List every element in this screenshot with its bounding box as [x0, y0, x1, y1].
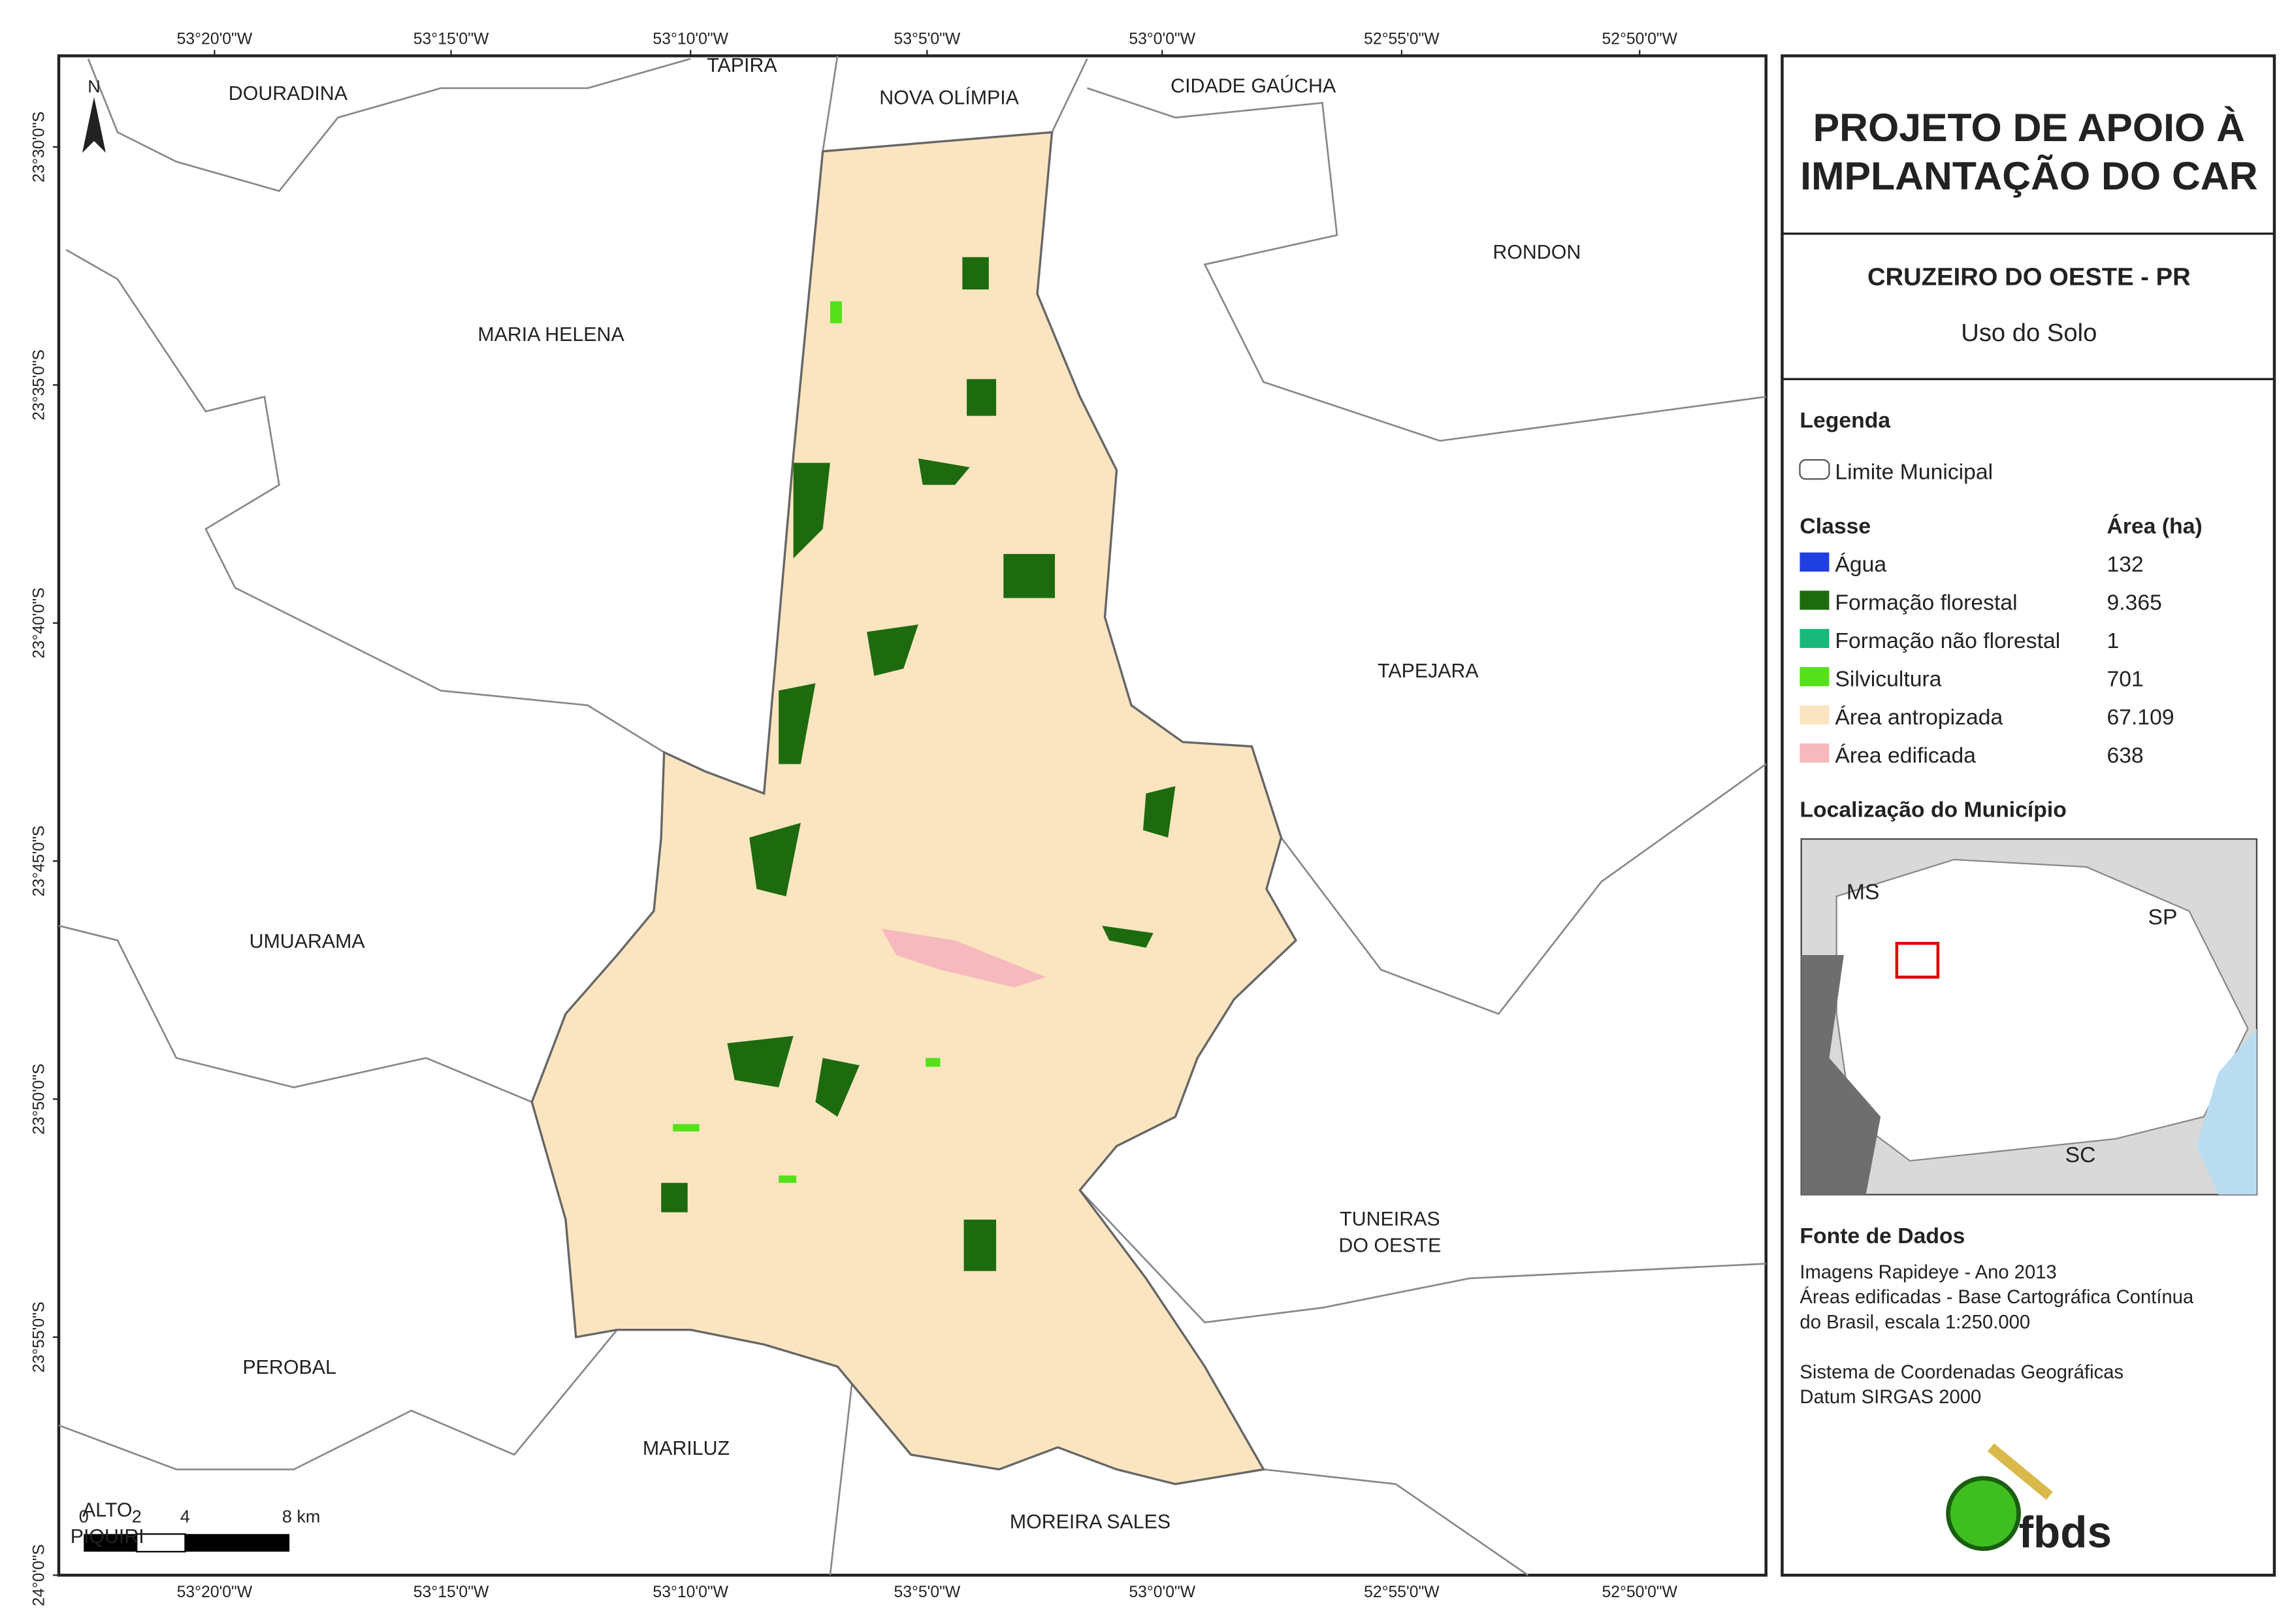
scale-bar	[84, 1533, 290, 1553]
legend-swatch	[1800, 591, 1830, 610]
municipality-label: RONDON	[1493, 242, 1581, 263]
municipality-area	[530, 131, 1298, 1486]
inset-label: SP	[2148, 905, 2178, 930]
municipality-label: PEROBAL	[242, 1357, 336, 1378]
legend-area: 9.365	[2107, 590, 2162, 615]
lon-tick-label: 53°5'0"W	[894, 1583, 960, 1601]
legend-label: Formação florestal	[1835, 590, 2017, 615]
lon-tick-label: 52°55'0"W	[1364, 1583, 1440, 1601]
lon-tick-label: 53°15'0"W	[413, 1583, 489, 1601]
north-arrow	[82, 97, 106, 153]
legend-swatch	[1800, 552, 1830, 572]
source-line: Datum SIRGAS 2000	[1800, 1387, 1981, 1408]
inset-label: SC	[2065, 1143, 2096, 1167]
location-heading: Localização do Município	[1800, 798, 2066, 822]
lat-tick-label: 23°40'0"S	[31, 587, 48, 658]
lat-tick-label: 23°35'0"S	[31, 349, 48, 421]
panel-frame	[1781, 54, 2276, 1577]
legend-label: Limite Municipal	[1835, 459, 1993, 484]
source-line: do Brasil, escala 1:250.000	[1800, 1312, 2030, 1333]
legend-area: 701	[2107, 666, 2144, 691]
municipality-label: TAPIRA	[707, 55, 777, 76]
sources-heading: Fonte de Dados	[1800, 1224, 1965, 1248]
silviculture-patches	[673, 301, 941, 1183]
municipality-label: DO OESTE	[1338, 1235, 1441, 1256]
municipality-label: MARIA HELENA	[477, 324, 624, 346]
lon-tick-label: 53°0'0"W	[1129, 30, 1195, 48]
municipality-label: ALTO	[82, 1499, 133, 1521]
source-line: Áreas edificadas - Base Cartográfica Con…	[1800, 1286, 2194, 1308]
subtitle: Uso do Solo	[1961, 319, 2097, 347]
scale-label: 8 km	[282, 1506, 320, 1526]
scale-label: 4	[180, 1506, 190, 1526]
scale-label: 0	[79, 1506, 89, 1526]
north-label: N	[88, 77, 101, 97]
lat-tick-label: 23°50'0"S	[31, 1064, 48, 1135]
logo-bar	[1987, 1443, 2053, 1500]
inset-label: MS	[1847, 880, 1880, 905]
title: IMPLANTAÇÃO DO CAR	[1800, 154, 2257, 198]
lon-tick-label: 53°20'0"W	[177, 30, 253, 48]
legend-swatch	[1799, 459, 1830, 480]
legend-label: Água	[1835, 552, 1886, 577]
logo-text: fbds	[2019, 1508, 2112, 1557]
lat-tick-label: 23°45'0"S	[31, 826, 48, 897]
forest-patches	[661, 257, 1176, 1271]
legend-label: Formação não florestal	[1835, 628, 2060, 653]
legend-area: 1	[2107, 628, 2120, 653]
source-line: Sistema de Coordenadas Geográficas	[1800, 1362, 2123, 1383]
lon-tick-label: 52°50'0"W	[1602, 1583, 1678, 1601]
legend-swatch	[1800, 628, 1830, 648]
inset-highlight	[1895, 941, 1940, 979]
legend-heading: Legenda	[1800, 408, 1890, 433]
legend-label: Silvicultura	[1835, 666, 1941, 691]
municipality-label: TAPEJARA	[1378, 660, 1479, 682]
inset-neighbor	[1801, 955, 1881, 1195]
lat-tick-label: 23°30'0"S	[31, 112, 48, 183]
scale-label: 2	[132, 1506, 142, 1526]
lat-tick-label: 23°55'0"S	[31, 1302, 48, 1373]
lon-tick-label: 53°15'0"W	[413, 30, 489, 48]
municipality-name: CRUZEIRO DO OESTE - PR	[1867, 263, 2191, 291]
source-line: Imagens Rapideye - Ano 2013	[1800, 1262, 2056, 1283]
lon-tick-label: 53°5'0"W	[894, 30, 960, 48]
municipality-label: NOVA OLÍMPIA	[879, 88, 1019, 109]
legend-label: Área antropizada	[1835, 705, 2003, 730]
lon-tick-label: 52°55'0"W	[1364, 30, 1440, 48]
municipality-label: PIQUIRI	[71, 1526, 144, 1548]
urban-area	[881, 928, 1046, 988]
title: PROJETO DE APOIO À	[1813, 105, 2245, 150]
lat-tick-label: 24°0'0"S	[31, 1544, 48, 1606]
boundaries	[58, 56, 1767, 1576]
legend-area: 67.109	[2107, 705, 2174, 730]
legend-header: Área (ha)	[2107, 514, 2203, 539]
inset-ocean	[2196, 1028, 2257, 1195]
lon-tick-label: 52°50'0"W	[1602, 30, 1678, 48]
legend-swatch	[1800, 743, 1830, 763]
lon-tick-label: 53°10'0"W	[653, 30, 728, 48]
legend-swatch	[1800, 705, 1830, 724]
municipality-label: TUNEIRAS	[1340, 1209, 1440, 1230]
lon-tick-label: 53°10'0"W	[653, 1583, 728, 1601]
legend-label: Área edificada	[1835, 743, 1976, 768]
legend-header: Classe	[1800, 514, 1871, 539]
municipality-label: CIDADE GAÚCHA	[1170, 76, 1336, 97]
lon-tick-label: 53°20'0"W	[177, 1583, 253, 1601]
logo-mark	[1946, 1476, 2021, 1551]
municipality-label: MOREIRA SALES	[1010, 1511, 1170, 1533]
lon-tick-label: 53°0'0"W	[1129, 1583, 1195, 1601]
legend-swatch	[1800, 667, 1830, 687]
municipality-label: MARILUZ	[643, 1438, 730, 1459]
legend-area: 132	[2107, 552, 2144, 577]
municipality-label: DOURADINA	[229, 83, 348, 105]
municipality-label: UMUARAMA	[250, 931, 366, 952]
legend-area: 638	[2107, 743, 2144, 768]
